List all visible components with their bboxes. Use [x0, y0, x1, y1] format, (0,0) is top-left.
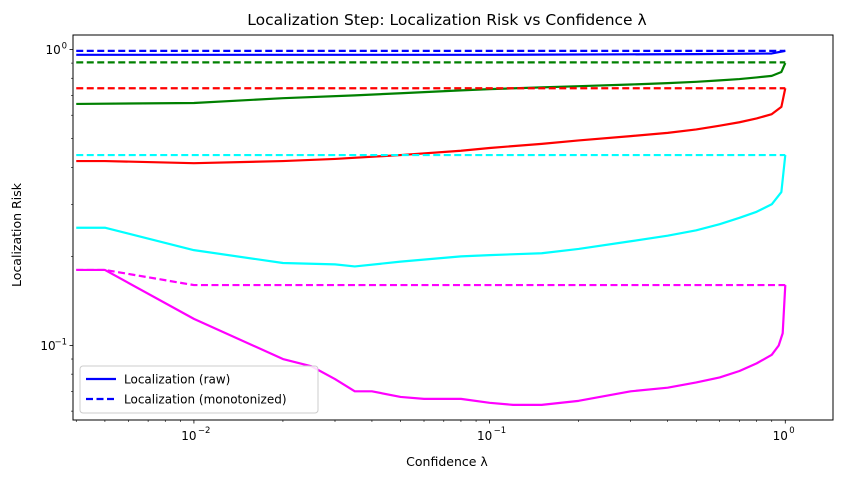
x-axis-label: Confidence λ: [406, 454, 488, 469]
y-tick-label: 10: [40, 339, 55, 353]
y-tick-exponent: 0: [62, 42, 67, 52]
chart-title: Localization Step: Localization Risk vs …: [247, 11, 646, 29]
legend: Localization (raw) Localization (monoton…: [79, 365, 319, 414]
y-tick-exponent: −1: [54, 337, 67, 347]
series-line-magenta-monotonized: [76, 268, 786, 287]
legend-label-raw: Localization (raw): [124, 373, 230, 387]
x-tick-label: 10: [773, 429, 788, 443]
series-line-blue-raw: [76, 49, 786, 56]
y-axis-label: Localization Risk: [9, 182, 24, 287]
legend-label-monotonized: Localization (monotonized): [124, 393, 287, 407]
x-tick-label: 10: [181, 429, 196, 443]
series-line-cyan-raw: [76, 154, 787, 268]
x-tick-exponent: −1: [494, 426, 507, 436]
legend-box: [79, 365, 319, 414]
y-tick-label: 10: [46, 43, 61, 57]
plot-frame: [72, 34, 834, 421]
x-tick-exponent: 0: [789, 426, 794, 436]
series-line-red-raw: [76, 88, 787, 165]
x-tick-label: 10: [477, 429, 492, 443]
series-layer: [76, 49, 787, 406]
x-tick-exponent: −2: [198, 426, 211, 436]
series-line-green-raw: [76, 62, 787, 106]
